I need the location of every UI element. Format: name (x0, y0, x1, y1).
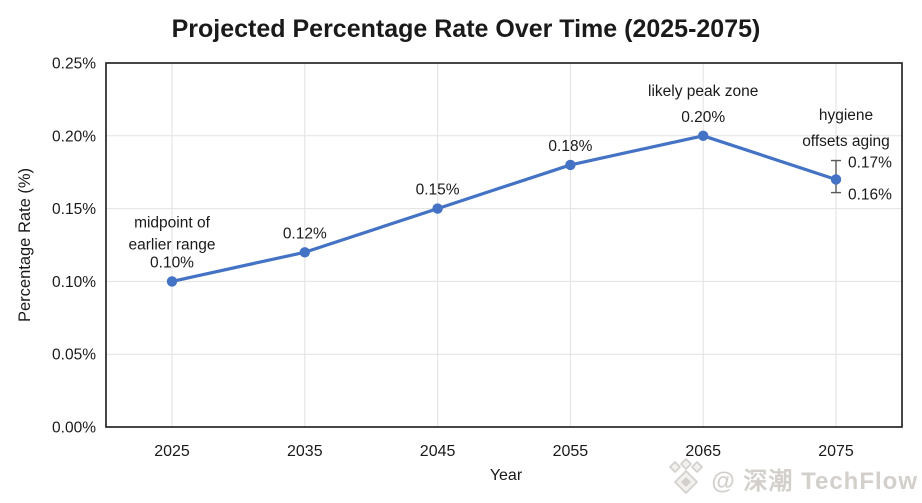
y-tick-label: 0.00% (52, 420, 96, 437)
data-labels: 0.17% 0.16% 0.10% 0.12% 0.15% 0.18% 0.20% midpo… (128, 83, 892, 272)
x-tick-label: 2065 (685, 443, 721, 460)
annotation-text: offsets aging (802, 133, 890, 150)
data-point (299, 247, 310, 258)
annotation-text: earlier range (128, 236, 215, 253)
data-point (830, 174, 842, 185)
watermark-text: @ 深潮 TechFlow (711, 467, 918, 495)
series-line (170, 134, 838, 283)
data-point (698, 130, 709, 141)
plot-border (105, 62, 903, 428)
annotation-text: midpoint of (134, 214, 211, 231)
x-tick-label: 2045 (420, 443, 456, 460)
x-tick-label: 2025 (154, 443, 190, 460)
point-label: 0.12% (283, 225, 327, 242)
annotation-text: likely peak zone (648, 83, 758, 100)
data-point (432, 203, 443, 214)
techflow-logo-icon (669, 458, 704, 494)
point-label: 0.15% (416, 182, 460, 199)
point-label: 0.20% (681, 109, 725, 126)
y-tick-label: 0.05% (52, 347, 96, 364)
x-tick-label: 2075 (818, 443, 854, 460)
error-bar-low-label: 0.16% (848, 187, 892, 204)
chart-title: Projected Percentage Rate Over Time (202… (172, 15, 761, 43)
axes: 0.00% 0.05% 0.10% 0.15% 0.20% 0.25% 2025 2035 20… (52, 56, 903, 460)
error-bar-high-label: 0.17% (848, 155, 892, 172)
y-axis-title: Percentage Rate (%) (16, 168, 34, 322)
data-series (166, 130, 842, 287)
y-tick-label: 0.20% (52, 128, 96, 145)
point-label: 0.18% (548, 138, 592, 155)
x-tick-label: 2055 (553, 443, 589, 460)
x-tick-label: 2035 (287, 443, 323, 460)
watermark: @ 深潮 TechFlow (667, 457, 918, 499)
data-point (565, 159, 576, 171)
point-label: 0.10% (150, 254, 194, 271)
annotation-text: hygiene (819, 107, 873, 124)
y-tick-label: 0.25% (52, 56, 96, 73)
data-point (166, 276, 178, 287)
gridlines (106, 63, 902, 427)
x-axis-title: Year (490, 467, 523, 484)
y-tick-label: 0.10% (52, 274, 96, 291)
y-tick-label: 0.15% (52, 201, 96, 218)
